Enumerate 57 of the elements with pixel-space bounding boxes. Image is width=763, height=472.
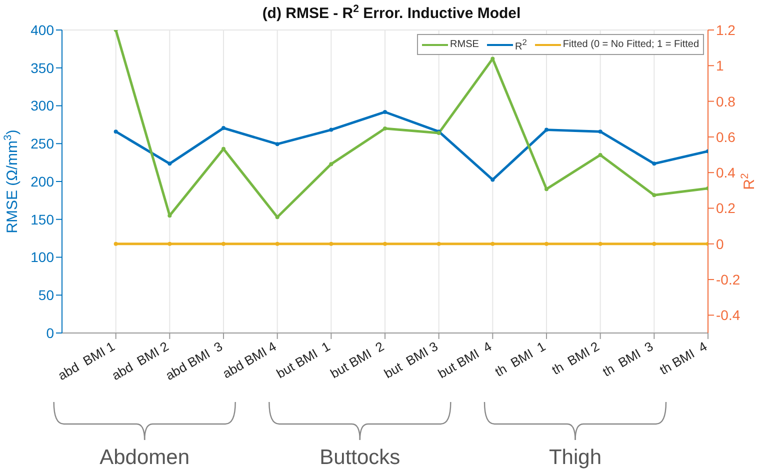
point [490, 178, 495, 182]
legend-label: R$^{2}$ [514, 37, 527, 52]
point [652, 193, 656, 198]
point [222, 242, 226, 246]
point [383, 242, 387, 246]
y-tick-label: 100 [30, 249, 54, 266]
point [383, 126, 387, 130]
point [168, 242, 172, 246]
point [329, 162, 334, 166]
y-tick-label: 400 [30, 22, 54, 38]
line-series [114, 30, 708, 220]
point [544, 187, 548, 192]
chart-title: (d) RMSE - R$^{2}$ Error. Inductive Model [262, 3, 521, 22]
point [544, 242, 548, 246]
point [114, 242, 118, 246]
point [490, 242, 495, 246]
y2-tick-label: 0 [716, 236, 724, 252]
point [652, 242, 656, 246]
x-tick-label: th BMI 2 [549, 338, 602, 378]
point [598, 242, 602, 246]
point [114, 130, 118, 134]
text: Abdomen [100, 446, 190, 469]
y2-tick-label: 0.6 [716, 128, 736, 145]
y-tick-label: 0 [46, 324, 54, 341]
y-tick-label: 50 [38, 287, 54, 304]
y-tick-label: 200 [30, 173, 54, 190]
point [383, 110, 387, 114]
y2-tick-label: 0.4 [716, 164, 736, 181]
point [222, 126, 226, 130]
text: Buttocks [320, 446, 400, 469]
point [275, 142, 280, 146]
point [168, 162, 172, 166]
y2-tick-label: -0.2 [716, 272, 740, 288]
y-tick-label: 150 [30, 211, 54, 228]
legend-label: RMSE [450, 39, 479, 50]
y-tick-label: 250 [30, 136, 54, 152]
point [598, 130, 602, 134]
point [436, 242, 441, 246]
x-tick-label: th BMI 4 [656, 338, 710, 378]
point [275, 215, 280, 220]
x-tick-label: th BMI 1 [492, 338, 548, 380]
y2-tick-label: 0.2 [716, 200, 736, 216]
point [544, 128, 548, 132]
legend-label: Fitted (0 = No Fitted; 1 = Fitted [562, 39, 699, 50]
point [329, 128, 334, 132]
y2-tick-label: -0.4 [716, 307, 740, 324]
y2-tick-label: 0.8 [716, 93, 736, 110]
point [598, 152, 602, 157]
point [275, 242, 280, 246]
text: Thigh [548, 446, 602, 469]
y2-tick-label: 1.2 [716, 22, 736, 38]
point [329, 242, 334, 246]
y-tick-label: 300 [30, 98, 54, 114]
point [652, 162, 656, 166]
y-tick-label: 350 [30, 60, 54, 76]
y2-tick-label: 1 [716, 58, 724, 74]
x-tick-label: th BMI 3 [600, 338, 656, 380]
